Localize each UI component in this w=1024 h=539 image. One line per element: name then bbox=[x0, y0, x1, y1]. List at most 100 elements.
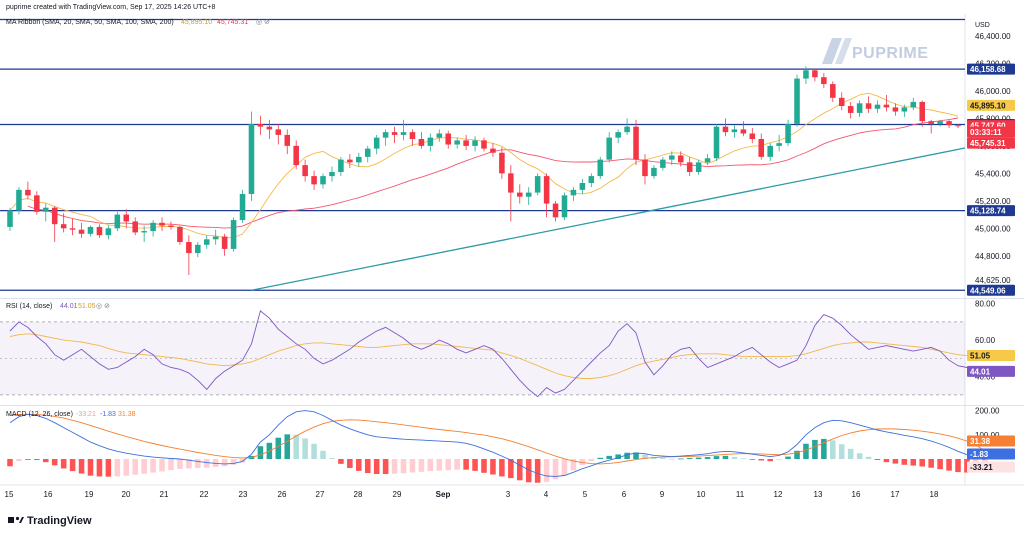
candle[interactable] bbox=[874, 100, 881, 113]
candle[interactable] bbox=[257, 115, 264, 135]
candle[interactable] bbox=[212, 229, 219, 245]
candle[interactable] bbox=[87, 225, 94, 237]
candle[interactable] bbox=[633, 119, 639, 166]
candle[interactable] bbox=[203, 235, 210, 249]
candle[interactable] bbox=[329, 166, 335, 182]
candle[interactable] bbox=[266, 119, 273, 140]
candle[interactable] bbox=[43, 203, 49, 222]
candle[interactable] bbox=[177, 225, 183, 245]
candle[interactable] bbox=[463, 134, 469, 151]
candle[interactable] bbox=[499, 147, 505, 179]
candle[interactable] bbox=[812, 68, 818, 82]
candle[interactable] bbox=[508, 165, 514, 222]
candle[interactable] bbox=[96, 224, 103, 238]
candle[interactable] bbox=[445, 130, 451, 149]
candle[interactable] bbox=[275, 123, 282, 145]
candle[interactable] bbox=[105, 225, 112, 240]
candle[interactable] bbox=[481, 137, 487, 152]
candle[interactable] bbox=[159, 217, 165, 232]
candle[interactable] bbox=[400, 119, 407, 141]
candle[interactable] bbox=[16, 187, 22, 215]
candle[interactable] bbox=[69, 218, 76, 236]
candle[interactable] bbox=[803, 66, 809, 85]
candle[interactable] bbox=[615, 129, 621, 144]
candle[interactable] bbox=[552, 200, 559, 222]
candle[interactable] bbox=[704, 154, 711, 166]
candle[interactable] bbox=[373, 134, 380, 155]
candle[interactable] bbox=[677, 151, 684, 167]
candle[interactable] bbox=[669, 151, 675, 166]
candle[interactable] bbox=[168, 221, 174, 230]
candle[interactable] bbox=[311, 170, 317, 190]
candle[interactable] bbox=[427, 133, 434, 152]
candle[interactable] bbox=[579, 178, 586, 194]
candle[interactable] bbox=[221, 233, 228, 256]
candle[interactable] bbox=[60, 213, 67, 233]
candle[interactable] bbox=[713, 123, 720, 161]
candle[interactable] bbox=[570, 187, 577, 201]
candle[interactable] bbox=[642, 154, 648, 185]
candle[interactable] bbox=[490, 143, 496, 157]
candle[interactable] bbox=[883, 95, 890, 112]
candle[interactable] bbox=[293, 140, 299, 170]
candle[interactable] bbox=[150, 220, 156, 237]
candle[interactable] bbox=[186, 235, 192, 276]
candle[interactable] bbox=[695, 159, 702, 175]
candle[interactable] bbox=[686, 156, 693, 177]
candle[interactable] bbox=[114, 211, 121, 232]
candle[interactable] bbox=[821, 73, 827, 89]
candle[interactable] bbox=[660, 156, 666, 171]
candle[interactable] bbox=[767, 143, 773, 161]
candle[interactable] bbox=[338, 156, 344, 177]
candle[interactable] bbox=[239, 189, 246, 223]
candle[interactable] bbox=[955, 123, 961, 129]
candle[interactable] bbox=[937, 119, 943, 127]
candle[interactable] bbox=[785, 119, 791, 146]
candle[interactable] bbox=[740, 121, 747, 137]
candle[interactable] bbox=[230, 217, 237, 252]
candle[interactable] bbox=[123, 209, 130, 229]
candle[interactable] bbox=[606, 132, 612, 163]
candle[interactable] bbox=[534, 173, 541, 196]
candle[interactable] bbox=[364, 145, 371, 163]
candle[interactable] bbox=[284, 129, 291, 155]
candle[interactable] bbox=[25, 181, 31, 200]
candle[interactable] bbox=[758, 133, 765, 160]
candle[interactable] bbox=[722, 118, 729, 137]
candle[interactable] bbox=[749, 128, 756, 144]
candle[interactable] bbox=[248, 111, 255, 201]
candle[interactable] bbox=[391, 126, 398, 144]
candle[interactable] bbox=[910, 97, 917, 111]
candle[interactable] bbox=[356, 152, 362, 167]
candle[interactable] bbox=[7, 207, 13, 232]
candle[interactable] bbox=[543, 173, 550, 218]
candle[interactable] bbox=[794, 74, 800, 127]
candle[interactable] bbox=[141, 225, 147, 243]
candle[interactable] bbox=[776, 134, 782, 152]
candle[interactable] bbox=[651, 165, 657, 179]
candle[interactable] bbox=[132, 217, 138, 236]
candle[interactable] bbox=[624, 118, 630, 135]
candle[interactable] bbox=[901, 104, 908, 118]
candle[interactable] bbox=[78, 222, 85, 238]
candle[interactable] bbox=[946, 119, 952, 129]
candle[interactable] bbox=[919, 100, 925, 127]
candle[interactable] bbox=[302, 159, 308, 182]
candle[interactable] bbox=[195, 242, 201, 258]
trend-line[interactable] bbox=[251, 147, 966, 291]
candle[interactable] bbox=[320, 173, 326, 189]
candle[interactable] bbox=[382, 129, 389, 146]
candle[interactable] bbox=[517, 184, 523, 204]
candle[interactable] bbox=[34, 191, 40, 215]
candle[interactable] bbox=[409, 129, 416, 146]
candle[interactable] bbox=[856, 100, 863, 118]
candle[interactable] bbox=[561, 192, 568, 221]
candle[interactable] bbox=[588, 173, 595, 188]
candle[interactable] bbox=[454, 137, 460, 149]
candle[interactable] bbox=[525, 187, 532, 205]
candle[interactable] bbox=[865, 96, 872, 113]
candle[interactable] bbox=[838, 92, 845, 111]
candle[interactable] bbox=[418, 132, 425, 149]
candle[interactable] bbox=[928, 119, 934, 134]
